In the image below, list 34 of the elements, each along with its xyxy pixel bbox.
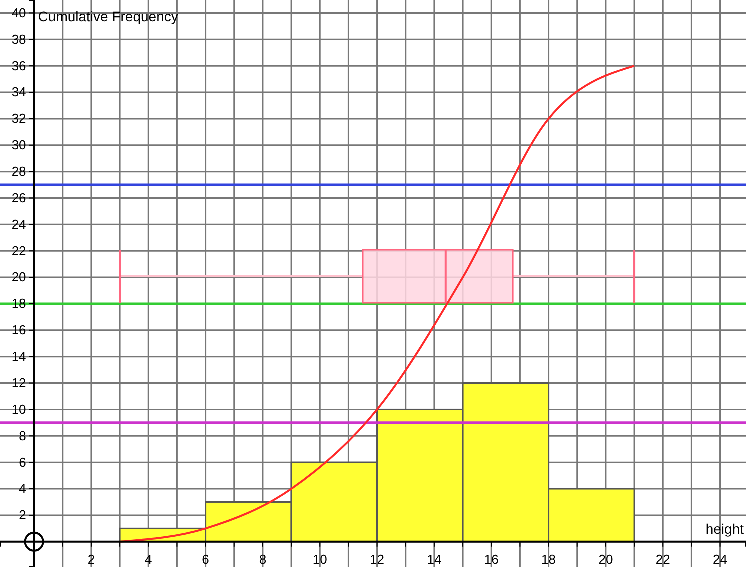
x-tick-label: 20 — [598, 552, 614, 567]
y-tick-label: 6 — [19, 454, 26, 470]
x-tick-label: 22 — [656, 552, 670, 567]
y-tick-label: 36 — [12, 58, 26, 74]
y-tick-label: 2 — [19, 508, 26, 523]
y-tick-label: 34 — [12, 84, 26, 100]
y-tick-label: 24 — [12, 216, 26, 232]
x-tick-label: 14 — [427, 552, 442, 567]
x-tick-label: 24 — [713, 552, 728, 567]
x-tick-label: 10 — [312, 552, 328, 567]
x-tick-label: 18 — [542, 552, 556, 567]
x-tick-label: 12 — [370, 552, 385, 567]
y-tick-label: 20 — [12, 270, 26, 285]
x-tick-label: 16 — [484, 552, 499, 567]
y-tick-label: 30 — [12, 138, 26, 153]
y-tick-label: 32 — [12, 111, 26, 126]
line-series — [119, 65, 636, 543]
x-tick-label: 8 — [259, 552, 267, 567]
x-tick-label: 4 — [145, 552, 152, 567]
y-tick-label: 8 — [19, 428, 26, 444]
y-tick-label: 22 — [12, 243, 26, 258]
x-tick-label: 6 — [202, 552, 210, 567]
x-tick-label: 2 — [88, 552, 96, 567]
y-tick-label: 10 — [12, 402, 26, 417]
y-tick-label: 12 — [12, 375, 26, 390]
y-axis-title: Cumulative Frequency — [38, 8, 178, 25]
y-tick-label: 4 — [19, 481, 26, 496]
y-tick-label: 14 — [12, 349, 26, 364]
y-tick-label: 28 — [12, 164, 26, 179]
y-tick-label: 40 — [12, 5, 26, 20]
x-axis-title: height — [706, 520, 744, 537]
y-tick-label: 38 — [12, 32, 26, 47]
y-tick-label: 26 — [12, 190, 26, 206]
y-tick-label: 16 — [12, 322, 26, 338]
